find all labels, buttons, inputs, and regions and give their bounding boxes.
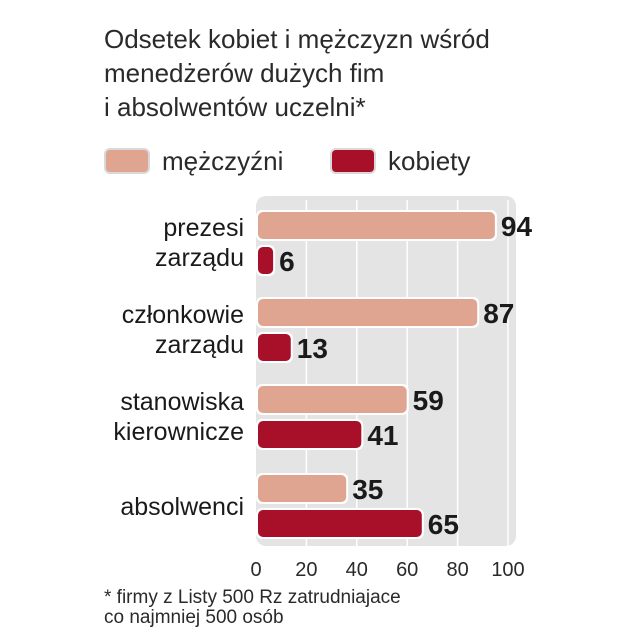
- category-label-0-line-1: prezesi: [163, 214, 244, 242]
- category-label-1-line-2: zarządu: [155, 331, 244, 359]
- x-tick-label-80: 80: [446, 559, 468, 581]
- x-tick-label-0: 0: [250, 559, 261, 581]
- bar-men-1: [258, 299, 478, 326]
- category-label-0-line-2: zarządu: [155, 244, 244, 272]
- category-label-2-line-1: stanowiska: [120, 388, 244, 416]
- legend-label-men: mężczyźni: [162, 145, 284, 176]
- legend-item-men: mężczyźni: [104, 144, 283, 178]
- x-tick-label-40: 40: [346, 559, 368, 581]
- category-label-3: absolwenci: [120, 493, 244, 521]
- value-label-men-0: 94: [501, 211, 533, 242]
- bar-men-0: [258, 212, 495, 239]
- value-label-men-3: 35: [352, 474, 383, 505]
- legend-swatch-women: [330, 148, 376, 174]
- legend-label-women: kobiety: [388, 145, 471, 176]
- value-label-women-2: 41: [367, 420, 398, 451]
- footnote: * firmy z Listy 500 Rz zatrudniajace co …: [104, 588, 624, 628]
- title-line-3: i absolwentów uczelni*: [104, 92, 366, 122]
- value-label-men-2: 59: [413, 385, 444, 416]
- x-tick-label-60: 60: [396, 559, 418, 581]
- bar-women-2: [258, 421, 362, 448]
- bar-men-3: [258, 475, 347, 502]
- legend-swatch-men: [104, 148, 150, 174]
- plot-background: [256, 196, 516, 546]
- value-label-women-0: 6: [279, 246, 295, 277]
- title-line-1: Odsetek kobiet i mężczyzn wśród: [104, 24, 490, 54]
- bar-men-2: [258, 386, 407, 413]
- title-line-2: menedżerów dużych fim: [104, 58, 385, 88]
- x-tick-label-20: 20: [295, 559, 317, 581]
- value-label-women-3: 65: [428, 509, 459, 540]
- category-label-2-line-2: kierownicze: [113, 418, 244, 446]
- value-label-men-1: 87: [483, 298, 514, 329]
- bar-women-3: [258, 510, 422, 537]
- footnote-line-2: co najmniej 500 osób: [104, 607, 284, 628]
- bar-women-1: [258, 334, 291, 361]
- bar-women-0: [258, 247, 274, 274]
- legend-item-women: kobiety: [330, 144, 470, 178]
- value-label-women-1: 13: [297, 333, 328, 364]
- footnote-line-1: * firmy z Listy 500 Rz zatrudniajace: [104, 587, 401, 608]
- category-label-1-line-1: członkowie: [122, 301, 244, 329]
- chart-title: Odsetek kobiet i mężczyzn wśród menedżer…: [104, 22, 624, 124]
- x-tick-label-100: 100: [491, 559, 524, 581]
